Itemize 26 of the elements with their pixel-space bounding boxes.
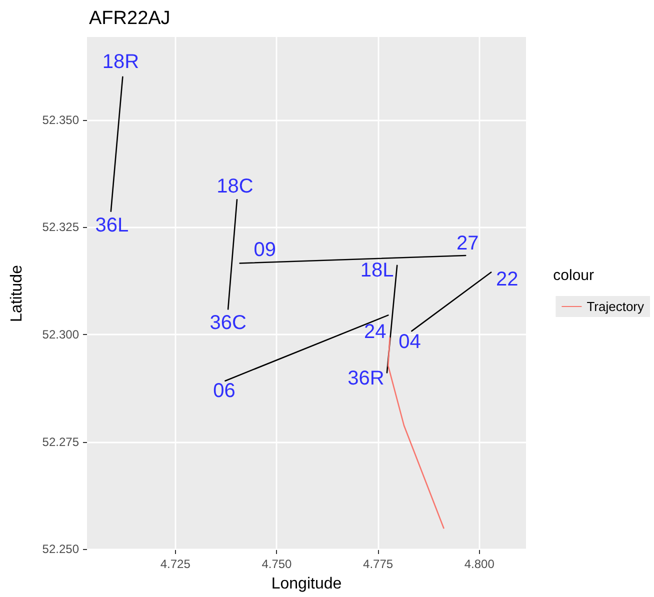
y-tick-label: 52.275 [42, 434, 80, 449]
legend-title: colour [553, 267, 594, 284]
x-axis-title: Longitude [271, 576, 342, 592]
annotation: 18C [216, 176, 254, 198]
annotation: 36L [95, 214, 129, 236]
annotation: 27 [456, 232, 479, 255]
y-tick-label: 52.300 [42, 327, 80, 342]
y-tick-label: 52.325 [42, 220, 80, 234]
legend-label: Trajectory [586, 299, 644, 314]
annotation: 18L [360, 259, 394, 282]
annotation: 09 [254, 239, 276, 262]
annotation: 22 [496, 268, 518, 290]
annotation: 24 [364, 321, 386, 344]
annotation: 18R [102, 50, 140, 73]
annotation: 36R [348, 368, 384, 390]
annotation: 36C [210, 312, 246, 334]
y-tick-label: 52.350 [42, 112, 80, 127]
chart-title: AFR22AJ [89, 8, 170, 29]
annotation: 06 [213, 380, 236, 402]
x-tick-label: 4.750 [262, 557, 292, 571]
y-tick-label: 52.250 [42, 542, 80, 556]
x-tick-label: 4.800 [464, 557, 495, 571]
x-tick-label: 4.775 [363, 557, 394, 571]
x-tick-label: 4.725 [160, 557, 191, 571]
annotation: 04 [398, 331, 421, 354]
y-axis-title: Latitude [8, 264, 26, 322]
